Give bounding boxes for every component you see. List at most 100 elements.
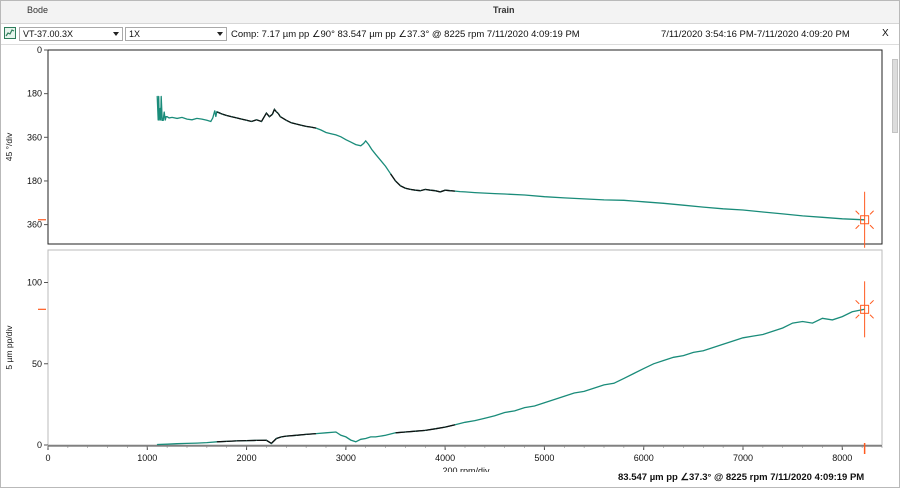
- data-point: [186, 443, 188, 444]
- data-point: [335, 431, 337, 433]
- data-point: [464, 191, 466, 193]
- data-point: [395, 432, 396, 434]
- vertical-scrollbar[interactable]: [891, 45, 899, 135]
- cursor-ray: [855, 224, 860, 230]
- data-point: [444, 189, 446, 191]
- data-point: [363, 143, 365, 144]
- data-point: [285, 435, 287, 437]
- data-point: [222, 113, 224, 115]
- data-point: [449, 190, 451, 192]
- data-point: [276, 438, 277, 439]
- data-point: [295, 123, 297, 125]
- data-point: [191, 119, 193, 121]
- data-point: [305, 126, 307, 127]
- data-point: [365, 438, 367, 439]
- data-point: [226, 115, 228, 116]
- data-point: [424, 430, 426, 431]
- title-bar: Bode Train: [1, 1, 899, 24]
- data-point: [722, 343, 724, 345]
- y-tick-label: 0: [37, 440, 42, 450]
- data-point: [434, 428, 436, 430]
- data-point: [419, 190, 421, 192]
- data-point: [405, 187, 406, 189]
- data-point: [792, 322, 793, 324]
- data-point: [350, 141, 352, 143]
- x-axis-label: 200 rpm/div: [442, 466, 490, 472]
- data-point: [236, 440, 238, 442]
- highlight-segment: [276, 432, 317, 440]
- data-point: [573, 392, 575, 394]
- data-point: [156, 444, 158, 445]
- plot-icon-graphic: [5, 29, 15, 37]
- data-point: [802, 321, 803, 322]
- data-point: [673, 356, 674, 358]
- x-tick-label: 0: [45, 453, 50, 463]
- data-point: [206, 442, 208, 443]
- data-point: [276, 111, 277, 113]
- data-point: [544, 402, 545, 404]
- scrollbar-thumb[interactable]: [892, 59, 898, 133]
- highlight-segment: [216, 438, 277, 445]
- data-point: [176, 118, 178, 119]
- chevron-down-icon[interactable]: [217, 32, 223, 36]
- data-point: [524, 407, 525, 408]
- data-point: [484, 192, 486, 194]
- data-point: [157, 119, 159, 121]
- series-line: [156, 96, 865, 221]
- order-select[interactable]: 1X: [125, 27, 227, 41]
- data-point: [216, 111, 218, 113]
- data-point: [345, 139, 347, 141]
- data-point: [206, 119, 208, 121]
- data-point: [643, 201, 645, 203]
- time-range: 7/11/2020 3:54:16 PM-7/11/2020 4:09:20 P…: [661, 29, 850, 40]
- toolbar: VT-37.00.3X 1X Comp: 7.17 µm pp ∠90° 83.…: [1, 24, 899, 45]
- cursor-readout: 83.547 µm pp ∠37.3° @ 8225 rpm 7/11/2020…: [618, 472, 865, 483]
- y-axis-label: 5 µm pp/div: [4, 325, 14, 370]
- y-axis-label: 45 °/div: [4, 132, 14, 161]
- close-button[interactable]: X: [882, 28, 889, 39]
- data-point: [405, 431, 406, 433]
- x-tick-label: 3000: [336, 453, 356, 463]
- plot-icon[interactable]: [4, 27, 16, 39]
- data-point: [454, 190, 456, 192]
- tab-title[interactable]: Bode: [27, 5, 49, 15]
- order-select-value: 1X: [129, 29, 141, 39]
- point-select-value: VT-37.00.3X: [23, 29, 74, 39]
- cursor-ray: [855, 314, 860, 319]
- data-point: [841, 218, 843, 220]
- data-point: [159, 107, 161, 109]
- data-point: [355, 441, 357, 443]
- data-point: [368, 144, 370, 145]
- data-point: [554, 399, 555, 400]
- data-point: [330, 133, 332, 135]
- data-point: [325, 432, 327, 434]
- data-point: [663, 360, 664, 361]
- data-point: [162, 119, 164, 121]
- data-point: [300, 124, 302, 126]
- data-point: [390, 173, 391, 175]
- data-point: [822, 317, 823, 319]
- chevron-down-icon[interactable]: [113, 32, 119, 36]
- data-point: [266, 439, 267, 441]
- data-point: [158, 119, 160, 121]
- data-point: [459, 191, 461, 193]
- plot-frame: [47, 249, 883, 446]
- cursor-ray: [869, 299, 874, 305]
- data-point: [474, 420, 476, 421]
- data-point: [812, 322, 813, 324]
- data-point: [534, 405, 535, 407]
- data-point: [279, 116, 281, 118]
- data-point: [643, 368, 645, 369]
- data-point: [544, 196, 545, 198]
- data-point: [196, 118, 198, 119]
- data-point: [176, 443, 178, 445]
- data-point: [762, 211, 764, 213]
- data-point: [251, 121, 252, 122]
- data-point: [410, 189, 411, 190]
- data-point: [285, 119, 287, 121]
- data-point: [305, 434, 307, 435]
- data-point: [683, 355, 684, 356]
- highlight-segment: [389, 173, 456, 193]
- data-point: [623, 199, 625, 201]
- point-select[interactable]: VT-37.00.3X: [19, 27, 123, 41]
